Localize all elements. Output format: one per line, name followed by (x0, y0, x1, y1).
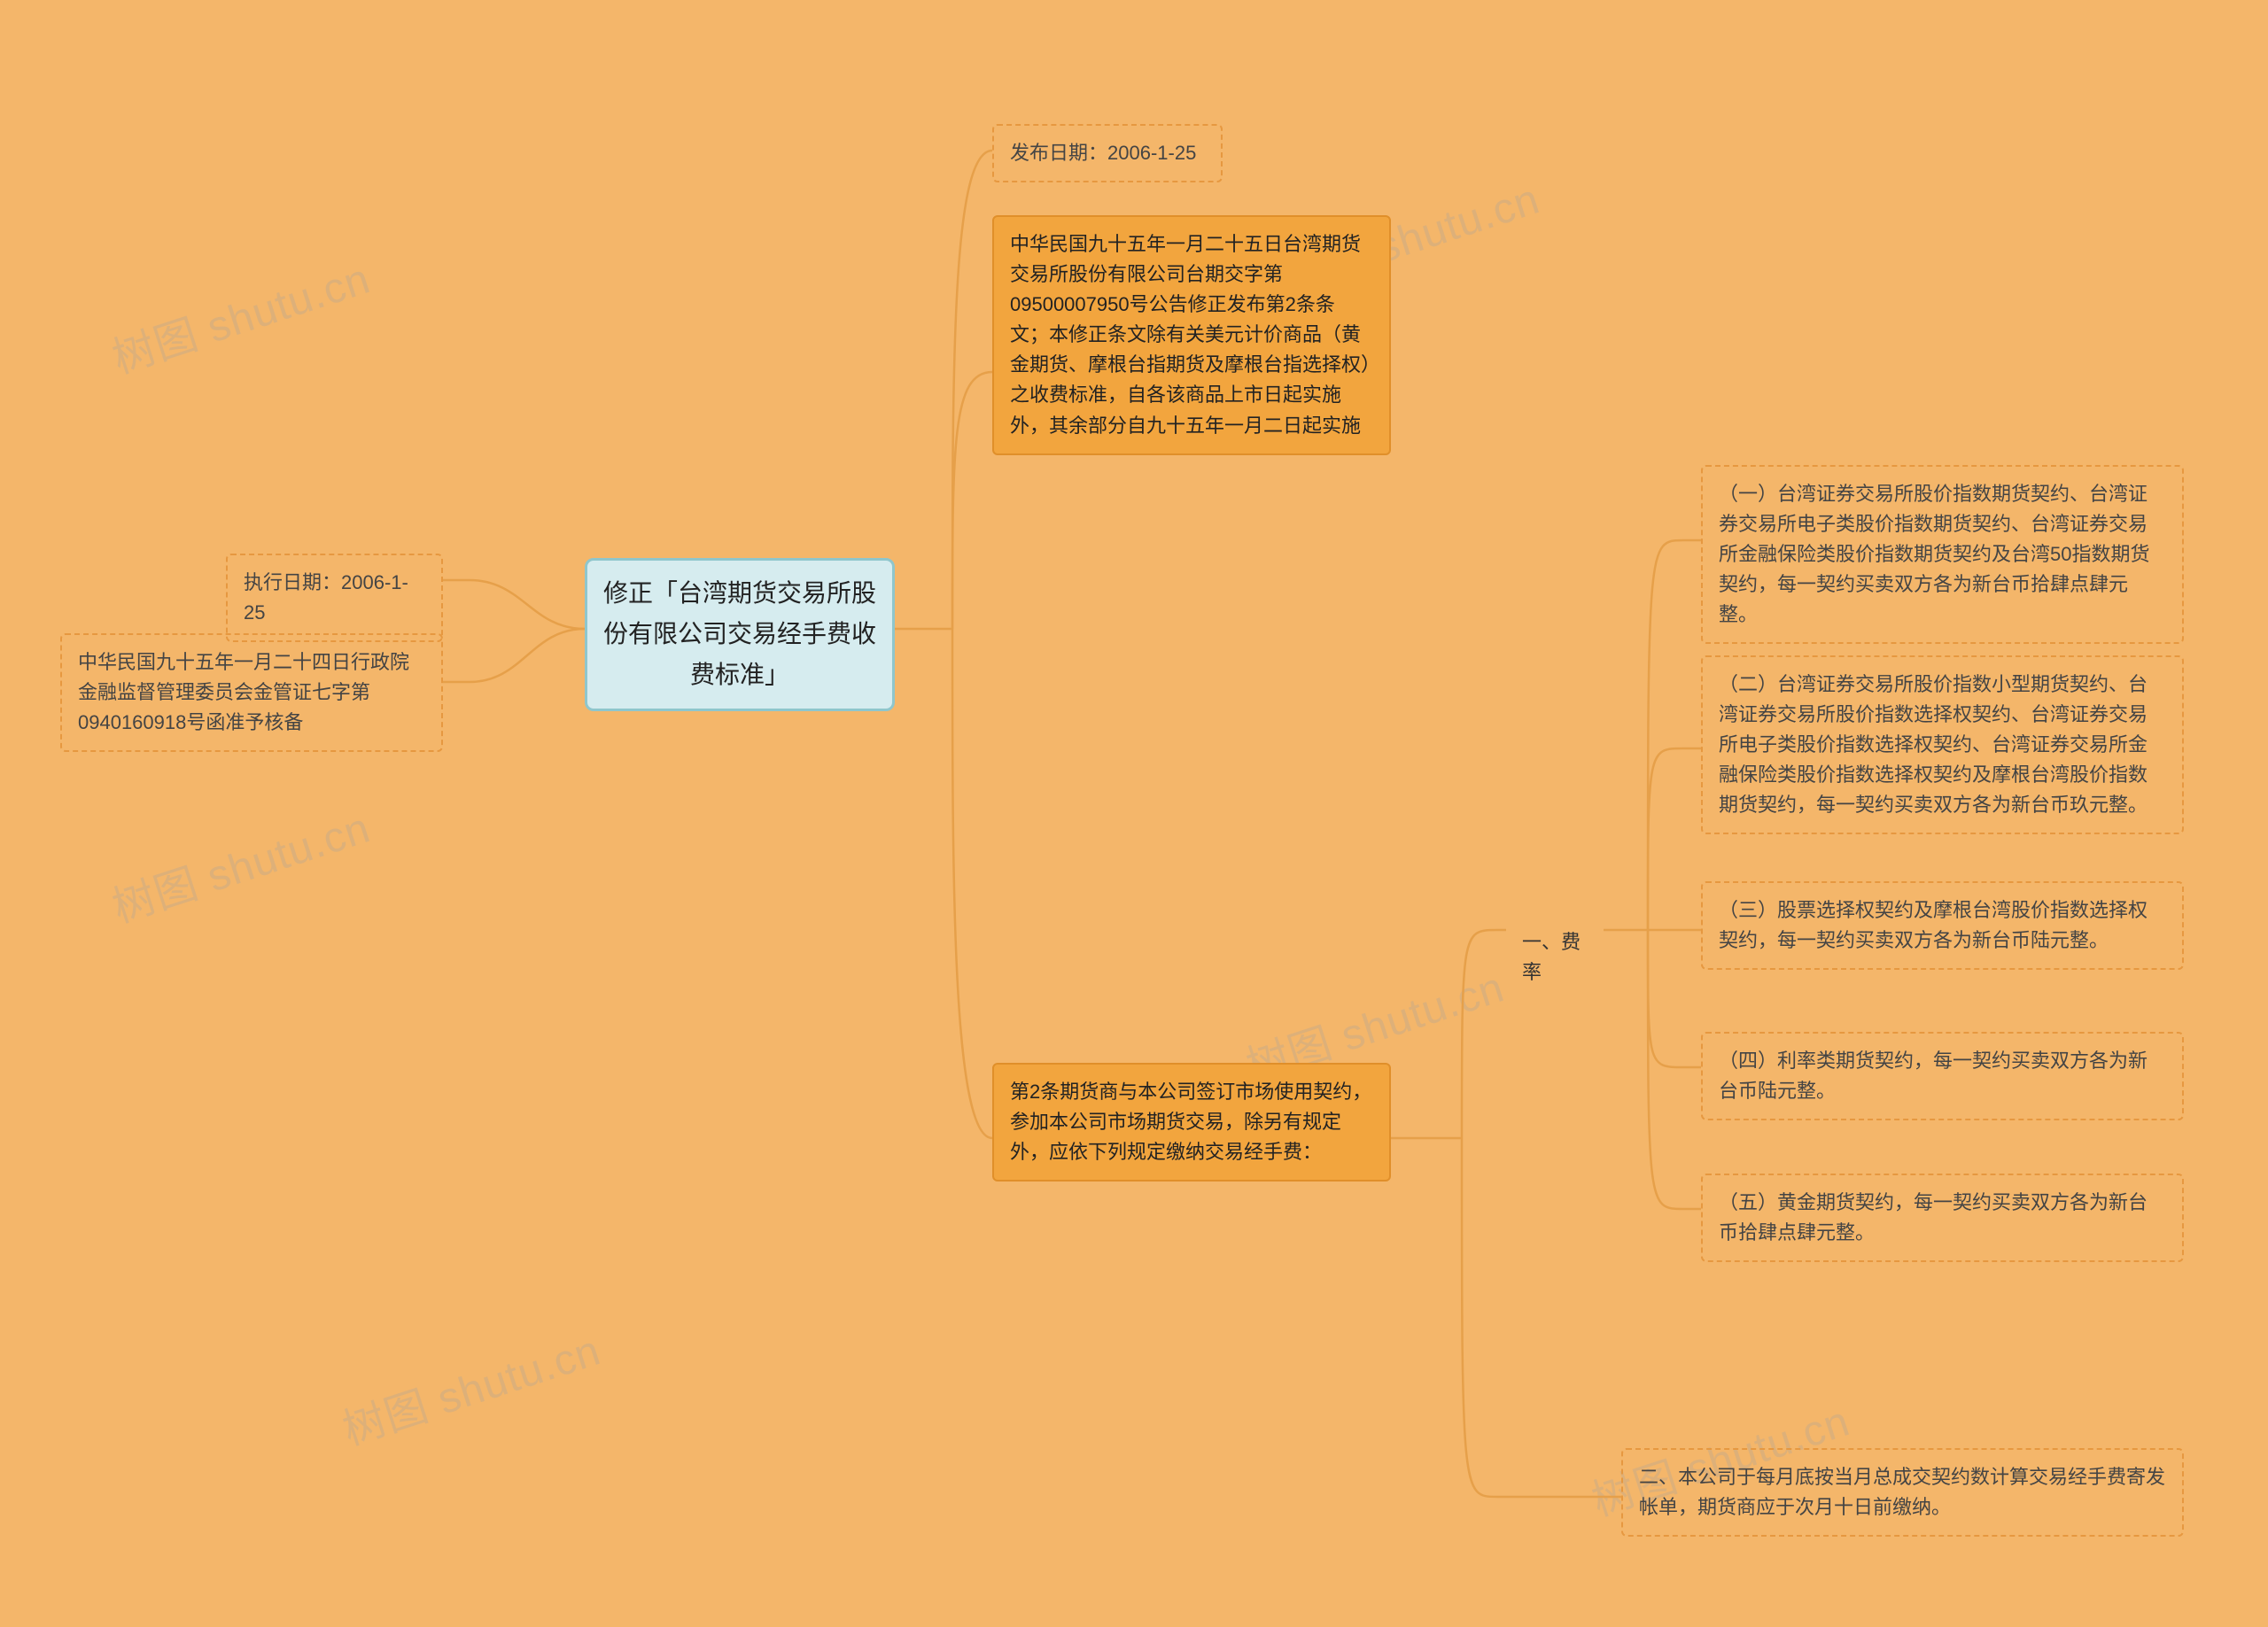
watermark: 树图 shutu.cn (334, 1315, 608, 1457)
article2-node: 第2条期货商与本公司签订市场使用契约，参加本公司市场期货交易，除另有规定外，应依… (992, 1063, 1391, 1182)
approval-node: 中华民国九十五年一月二十四日行政院金融监督管理委员会金管证七字第09401609… (60, 633, 443, 752)
rate-item-1: （一）台湾证券交易所股价指数期货契约、台湾证券交易所电子类股价指数期货契约、台湾… (1701, 465, 2184, 644)
monthly-node: 二、本公司于每月底按当月总成交契约数计算交易经手费寄发帐单，期货商应于次月十日前… (1621, 1448, 2184, 1537)
exec-date-node: 执行日期：2006-1-25 (226, 554, 443, 642)
rate-item-4: （四）利率类期货契约，每一契约买卖双方各为新台币陆元整。 (1701, 1032, 2184, 1120)
watermark: 树图 shutu.cn (104, 793, 377, 934)
pub-date-node: 发布日期：2006-1-25 (992, 124, 1223, 182)
rate-item-5: （五）黄金期货契约，每一契约买卖双方各为新台币拾肆点肆元整。 (1701, 1174, 2184, 1262)
rate-label: 一、费率 (1506, 915, 1604, 1000)
announcement-node: 中华民国九十五年一月二十五日台湾期货交易所股份有限公司台期交字第09500007… (992, 215, 1391, 455)
watermark: 树图 shutu.cn (104, 244, 377, 385)
rate-item-3: （三）股票选择权契约及摩根台湾股价指数选择权契约，每一契约买卖双方各为新台币陆元… (1701, 881, 2184, 970)
rate-item-2: （二）台湾证券交易所股价指数小型期货契约、台湾证券交易所股价指数选择权契约、台湾… (1701, 655, 2184, 834)
root-node: 修正「台湾期货交易所股份有限公司交易经手费收费标准」 (585, 558, 895, 711)
